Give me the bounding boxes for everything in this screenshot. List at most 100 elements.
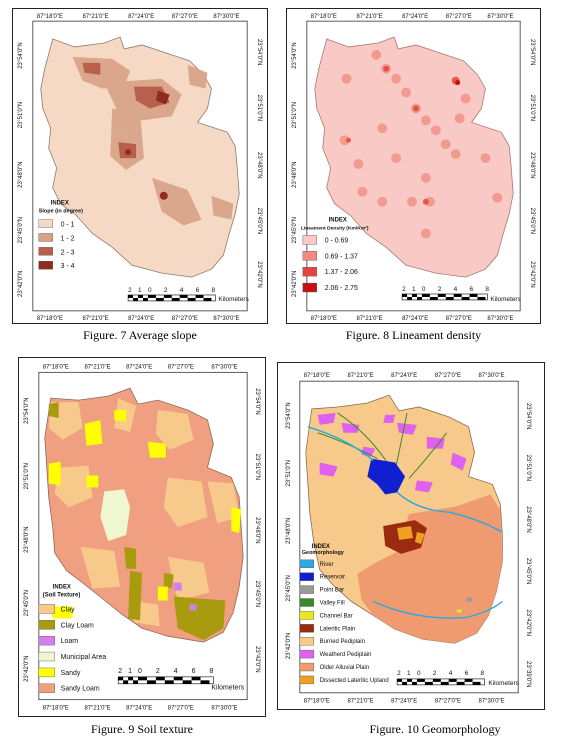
bottom-tick: 87°27'0"E [446, 316, 472, 322]
right-tick: 23°45'0"N [525, 558, 531, 584]
legend-label: 3 - 4 [61, 263, 75, 270]
legend-swatch [302, 235, 317, 245]
legend-swatch [38, 620, 55, 630]
right-tick: 23°42'0"N [525, 609, 531, 635]
scale-unit: Kilometers [211, 685, 244, 692]
legend-title: INDEX [53, 585, 71, 591]
legend-label: Sandy Loam [61, 686, 100, 693]
legend-swatch [299, 624, 314, 633]
legend-swatch [38, 651, 55, 662]
right-tick: 23°48'0"N [525, 506, 531, 532]
legend-label: Channel Bar [320, 613, 353, 619]
soil-sandy-zones [48, 410, 242, 619]
left-tick: 23°54'0"N [286, 402, 292, 428]
geomorphology-legend: INDEX Geomorphology River Reservoir Poin… [299, 544, 389, 685]
right-tick: 23°54'0"N [254, 388, 260, 414]
top-tick: 87°21'0"E [356, 14, 382, 20]
legend-swatch [38, 635, 55, 646]
right-tick: 23°54'0"N [525, 403, 531, 429]
figure-caption: Figure. 9 Soil texture [91, 722, 193, 736]
legend-label: 1.37 - 2.06 [325, 269, 358, 276]
left-tick: 23°48'0"N [286, 518, 292, 544]
top-tick: 87°18'0"E [43, 364, 69, 370]
legend-label: 2.06 - 2.75 [325, 285, 358, 292]
top-tick: 87°24'0"E [391, 373, 417, 379]
right-tick: 23°48'0"N [529, 152, 535, 178]
legend-swatch [299, 649, 314, 659]
scale-number: 2 [164, 287, 168, 294]
top-tick: 87°24'0"E [402, 14, 428, 20]
legend-label: River [320, 562, 334, 568]
soil-legend: INDEX (Soil Texture) Clay Clay Loam Loam… [38, 585, 107, 693]
right-tick: 23°51'0"N [256, 95, 262, 121]
right-tick: 23°42'0"N [256, 261, 262, 287]
scale-number: 6 [192, 668, 196, 675]
left-tick: 23°45'0"N [24, 590, 30, 616]
top-tick: 87°27'0"E [435, 373, 461, 379]
figure-caption: Figure. 8 Lineament density [345, 328, 482, 342]
scale-number: 1 [412, 286, 416, 293]
top-tick: 87°27'0"E [168, 364, 194, 370]
scale-number: 0 [148, 287, 152, 294]
scale-number: 4 [180, 287, 184, 294]
legend-label: Burried Pediplain [320, 639, 365, 645]
scale-number: 6 [465, 670, 469, 677]
scale-unit: Kilometers [490, 296, 520, 303]
legend-swatch [38, 604, 55, 614]
top-tick: 87°30'0"E [213, 14, 239, 20]
legend-label: Clay [61, 606, 75, 613]
bottom-tick: 87°24'0"E [391, 699, 417, 705]
legend-subtitle: (Soil Texture) [43, 593, 81, 599]
left-tick: 23°42'0"N [286, 633, 292, 659]
legend-label: Municipal Area [61, 654, 107, 661]
bottom-tick: 87°24'0"E [126, 706, 152, 712]
top-tick: 87°21'0"E [347, 373, 373, 379]
left-tick: 23°54'0"N [18, 42, 24, 68]
top-tick: 87°30'0"E [478, 373, 504, 379]
scale-number: 1 [407, 670, 411, 677]
legend-subtitle: Geomorphology [302, 550, 344, 556]
legend-swatch [299, 585, 314, 594]
older-alluvial-plain-zone [357, 494, 503, 644]
soil-map: 87°18'0"E 87°21'0"E 87°24'0"E 87°27'0"E … [24, 364, 260, 712]
scale-number: 4 [174, 668, 178, 675]
left-tick: 23°54'0"N [292, 42, 298, 68]
soil-loam-zones [173, 582, 197, 611]
dissected-lateritic-upland-zones [397, 526, 425, 544]
legend-swatch [302, 251, 317, 261]
legend-swatch [302, 267, 317, 277]
bottom-tick: 87°21'0"E [82, 316, 108, 322]
scale-number: 1 [138, 287, 142, 294]
legend-swatch [299, 611, 314, 620]
legend-title: INDEX [329, 218, 347, 224]
scale-number: 8 [209, 668, 213, 675]
left-tick: 23°51'0"N [18, 102, 24, 128]
bottom-tick: 87°18'0"E [43, 706, 69, 712]
legend-title: INDEX [312, 544, 330, 550]
left-tick: 23°51'0"N [24, 463, 30, 489]
scale-number: 4 [449, 670, 453, 677]
left-tick: 23°48'0"N [292, 161, 298, 187]
scale-number: 2 [397, 670, 401, 677]
top-tick: 87°27'0"E [172, 14, 198, 20]
scale-number: 2 [128, 287, 132, 294]
legend-label: Valley Fill [320, 600, 345, 606]
left-tick: 23°45'0"N [18, 217, 24, 243]
legend-label: Lateritic Plain [320, 626, 356, 632]
right-tick: 23°54'0"N [529, 39, 535, 65]
right-tick: 23°42'0"N [529, 261, 535, 287]
legend-subtitle: Lineament Density (Km/Km²) [301, 225, 369, 231]
scale-bar: 2 1 0 2 4 6 8 Kilometers [117, 668, 245, 692]
figure-caption: Figure. 10 Geomorphology [369, 722, 501, 736]
bottom-tick: 87°30'0"E [478, 699, 504, 705]
slope-class-3-4-zones [125, 90, 170, 200]
map-panel-slope: 87°18'0"E 87°21'0"E 87°24'0"E 87°27'0"E … [12, 8, 268, 324]
left-tick: 23°51'0"N [292, 102, 298, 128]
left-tick: 23°48'0"N [18, 161, 24, 187]
scale-number: 0 [422, 286, 426, 293]
scale-bar: 2 1 0 2 4 6 8 Kilometers [127, 287, 249, 303]
right-tick: 23°51'0"N [529, 95, 535, 121]
left-tick: 23°54'0"N [24, 397, 30, 423]
top-tick: 87°27'0"E [446, 14, 472, 20]
legend-swatch [299, 559, 314, 568]
